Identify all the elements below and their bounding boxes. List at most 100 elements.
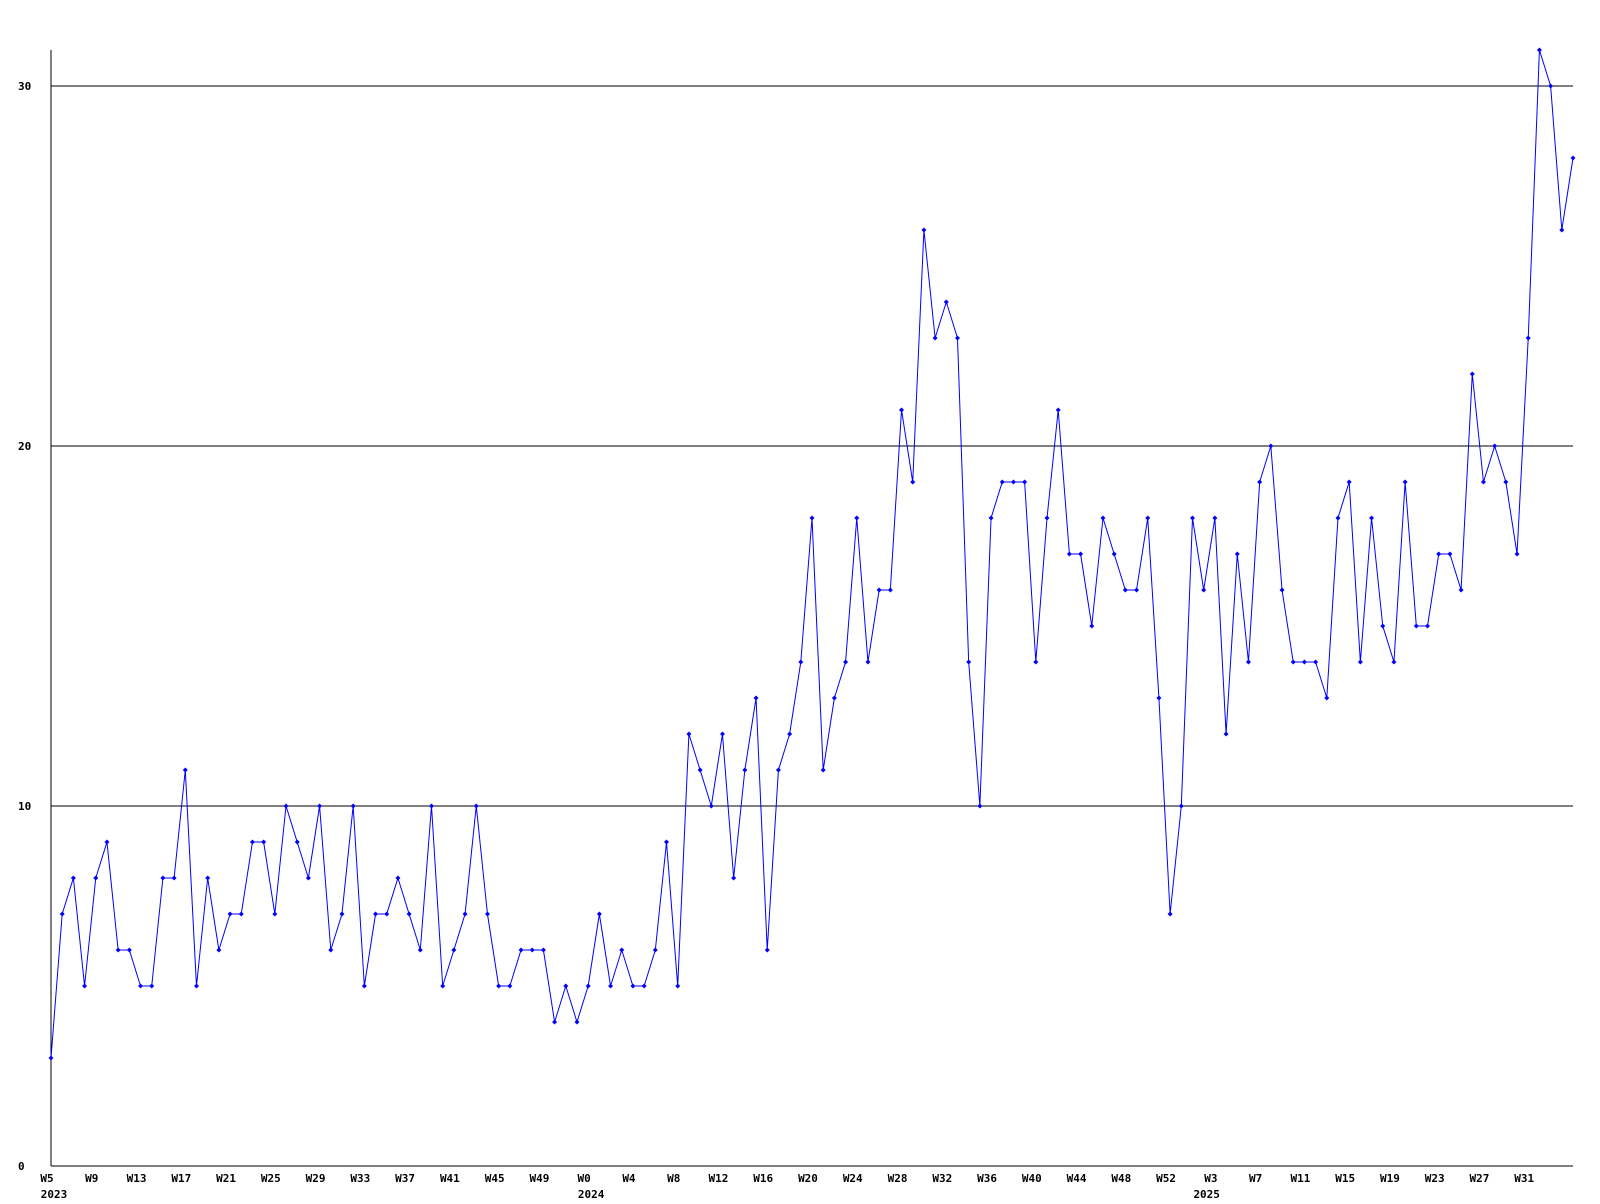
data-point bbox=[1503, 479, 1509, 485]
x-tick-label: W41 bbox=[440, 1172, 460, 1185]
data-point bbox=[585, 983, 591, 989]
data-point bbox=[954, 335, 960, 341]
x-tick-label: W31 bbox=[1514, 1172, 1534, 1185]
data-point bbox=[943, 299, 949, 305]
data-point bbox=[1201, 587, 1207, 593]
data-point bbox=[205, 875, 211, 881]
data-point bbox=[249, 839, 255, 845]
data-point bbox=[193, 983, 199, 989]
data-point bbox=[1559, 227, 1565, 233]
x-tick-label: W9 bbox=[85, 1172, 98, 1185]
x-tick-label: W49 bbox=[529, 1172, 549, 1185]
x-tick-label: W3 bbox=[1204, 1172, 1217, 1185]
x-tick-label: W52 bbox=[1156, 1172, 1176, 1185]
x-tick-label: W15 bbox=[1335, 1172, 1355, 1185]
data-point bbox=[798, 659, 804, 665]
data-point bbox=[1425, 623, 1431, 629]
data-point bbox=[1279, 587, 1285, 593]
y-tick-label: 30 bbox=[18, 80, 31, 93]
data-point bbox=[1223, 731, 1229, 737]
data-point bbox=[753, 695, 759, 701]
data-point bbox=[1391, 659, 1397, 665]
data-point bbox=[809, 515, 815, 521]
data-point bbox=[473, 803, 479, 809]
data-point bbox=[93, 875, 99, 881]
data-point bbox=[775, 767, 781, 773]
data-point bbox=[596, 911, 602, 917]
x-tick-label: W37 bbox=[395, 1172, 415, 1185]
x-tick-label: W27 bbox=[1470, 1172, 1490, 1185]
x-tick-label: W44 bbox=[1067, 1172, 1087, 1185]
data-point bbox=[1122, 587, 1128, 593]
data-point bbox=[1055, 407, 1061, 413]
data-point bbox=[1480, 479, 1486, 485]
data-point bbox=[1324, 695, 1330, 701]
data-point bbox=[216, 947, 222, 953]
x-year-label: 2025 bbox=[1193, 1188, 1220, 1200]
data-point bbox=[1346, 479, 1352, 485]
x-tick-label: W4 bbox=[622, 1172, 636, 1185]
data-point bbox=[887, 587, 893, 593]
x-tick-label: W48 bbox=[1111, 1172, 1131, 1185]
data-point bbox=[406, 911, 412, 917]
data-point bbox=[966, 659, 972, 665]
data-point bbox=[865, 659, 871, 665]
data-point bbox=[1335, 515, 1341, 521]
data-point bbox=[921, 227, 927, 233]
x-tick-label: W7 bbox=[1249, 1172, 1262, 1185]
data-point bbox=[910, 479, 916, 485]
data-point bbox=[1369, 515, 1375, 521]
data-point bbox=[238, 911, 244, 917]
x-tick-label: W16 bbox=[753, 1172, 773, 1185]
data-point bbox=[574, 1019, 580, 1025]
data-point bbox=[82, 983, 88, 989]
data-point bbox=[876, 587, 882, 593]
data-point bbox=[1111, 551, 1117, 557]
data-point bbox=[1178, 803, 1184, 809]
y-tick-label: 10 bbox=[18, 800, 31, 813]
x-tick-label: W36 bbox=[977, 1172, 997, 1185]
data-point bbox=[182, 767, 188, 773]
data-point bbox=[115, 947, 121, 953]
data-point bbox=[540, 947, 546, 953]
x-tick-label: W8 bbox=[667, 1172, 680, 1185]
x-tick-label: W23 bbox=[1425, 1172, 1445, 1185]
data-point bbox=[697, 767, 703, 773]
data-point bbox=[742, 767, 748, 773]
data-point bbox=[507, 983, 513, 989]
data-point bbox=[104, 839, 110, 845]
data-point bbox=[1357, 659, 1363, 665]
data-point bbox=[1268, 443, 1274, 449]
data-point bbox=[1413, 623, 1419, 629]
data-point bbox=[294, 839, 300, 845]
x-tick-label: W28 bbox=[888, 1172, 908, 1185]
data-point bbox=[619, 947, 625, 953]
data-point bbox=[675, 983, 681, 989]
data-point bbox=[552, 1019, 558, 1025]
data-point bbox=[48, 1055, 54, 1061]
data-point bbox=[373, 911, 379, 917]
data-point bbox=[350, 803, 356, 809]
data-point bbox=[977, 803, 983, 809]
data-point bbox=[854, 515, 860, 521]
data-point bbox=[317, 803, 323, 809]
data-point bbox=[1570, 155, 1576, 161]
data-point bbox=[999, 479, 1005, 485]
data-point bbox=[1066, 551, 1072, 557]
x-tick-label: W25 bbox=[261, 1172, 281, 1185]
data-point bbox=[608, 983, 614, 989]
data-point bbox=[708, 803, 714, 809]
data-point bbox=[843, 659, 849, 665]
x-tick-label: W12 bbox=[709, 1172, 729, 1185]
data-point bbox=[395, 875, 401, 881]
data-point bbox=[1402, 479, 1408, 485]
data-point bbox=[1245, 659, 1251, 665]
data-point bbox=[1447, 551, 1453, 557]
data-point bbox=[1313, 659, 1319, 665]
data-point bbox=[899, 407, 905, 413]
data-point bbox=[1212, 515, 1218, 521]
data-point bbox=[563, 983, 569, 989]
data-point bbox=[1234, 551, 1240, 557]
data-point bbox=[328, 947, 334, 953]
